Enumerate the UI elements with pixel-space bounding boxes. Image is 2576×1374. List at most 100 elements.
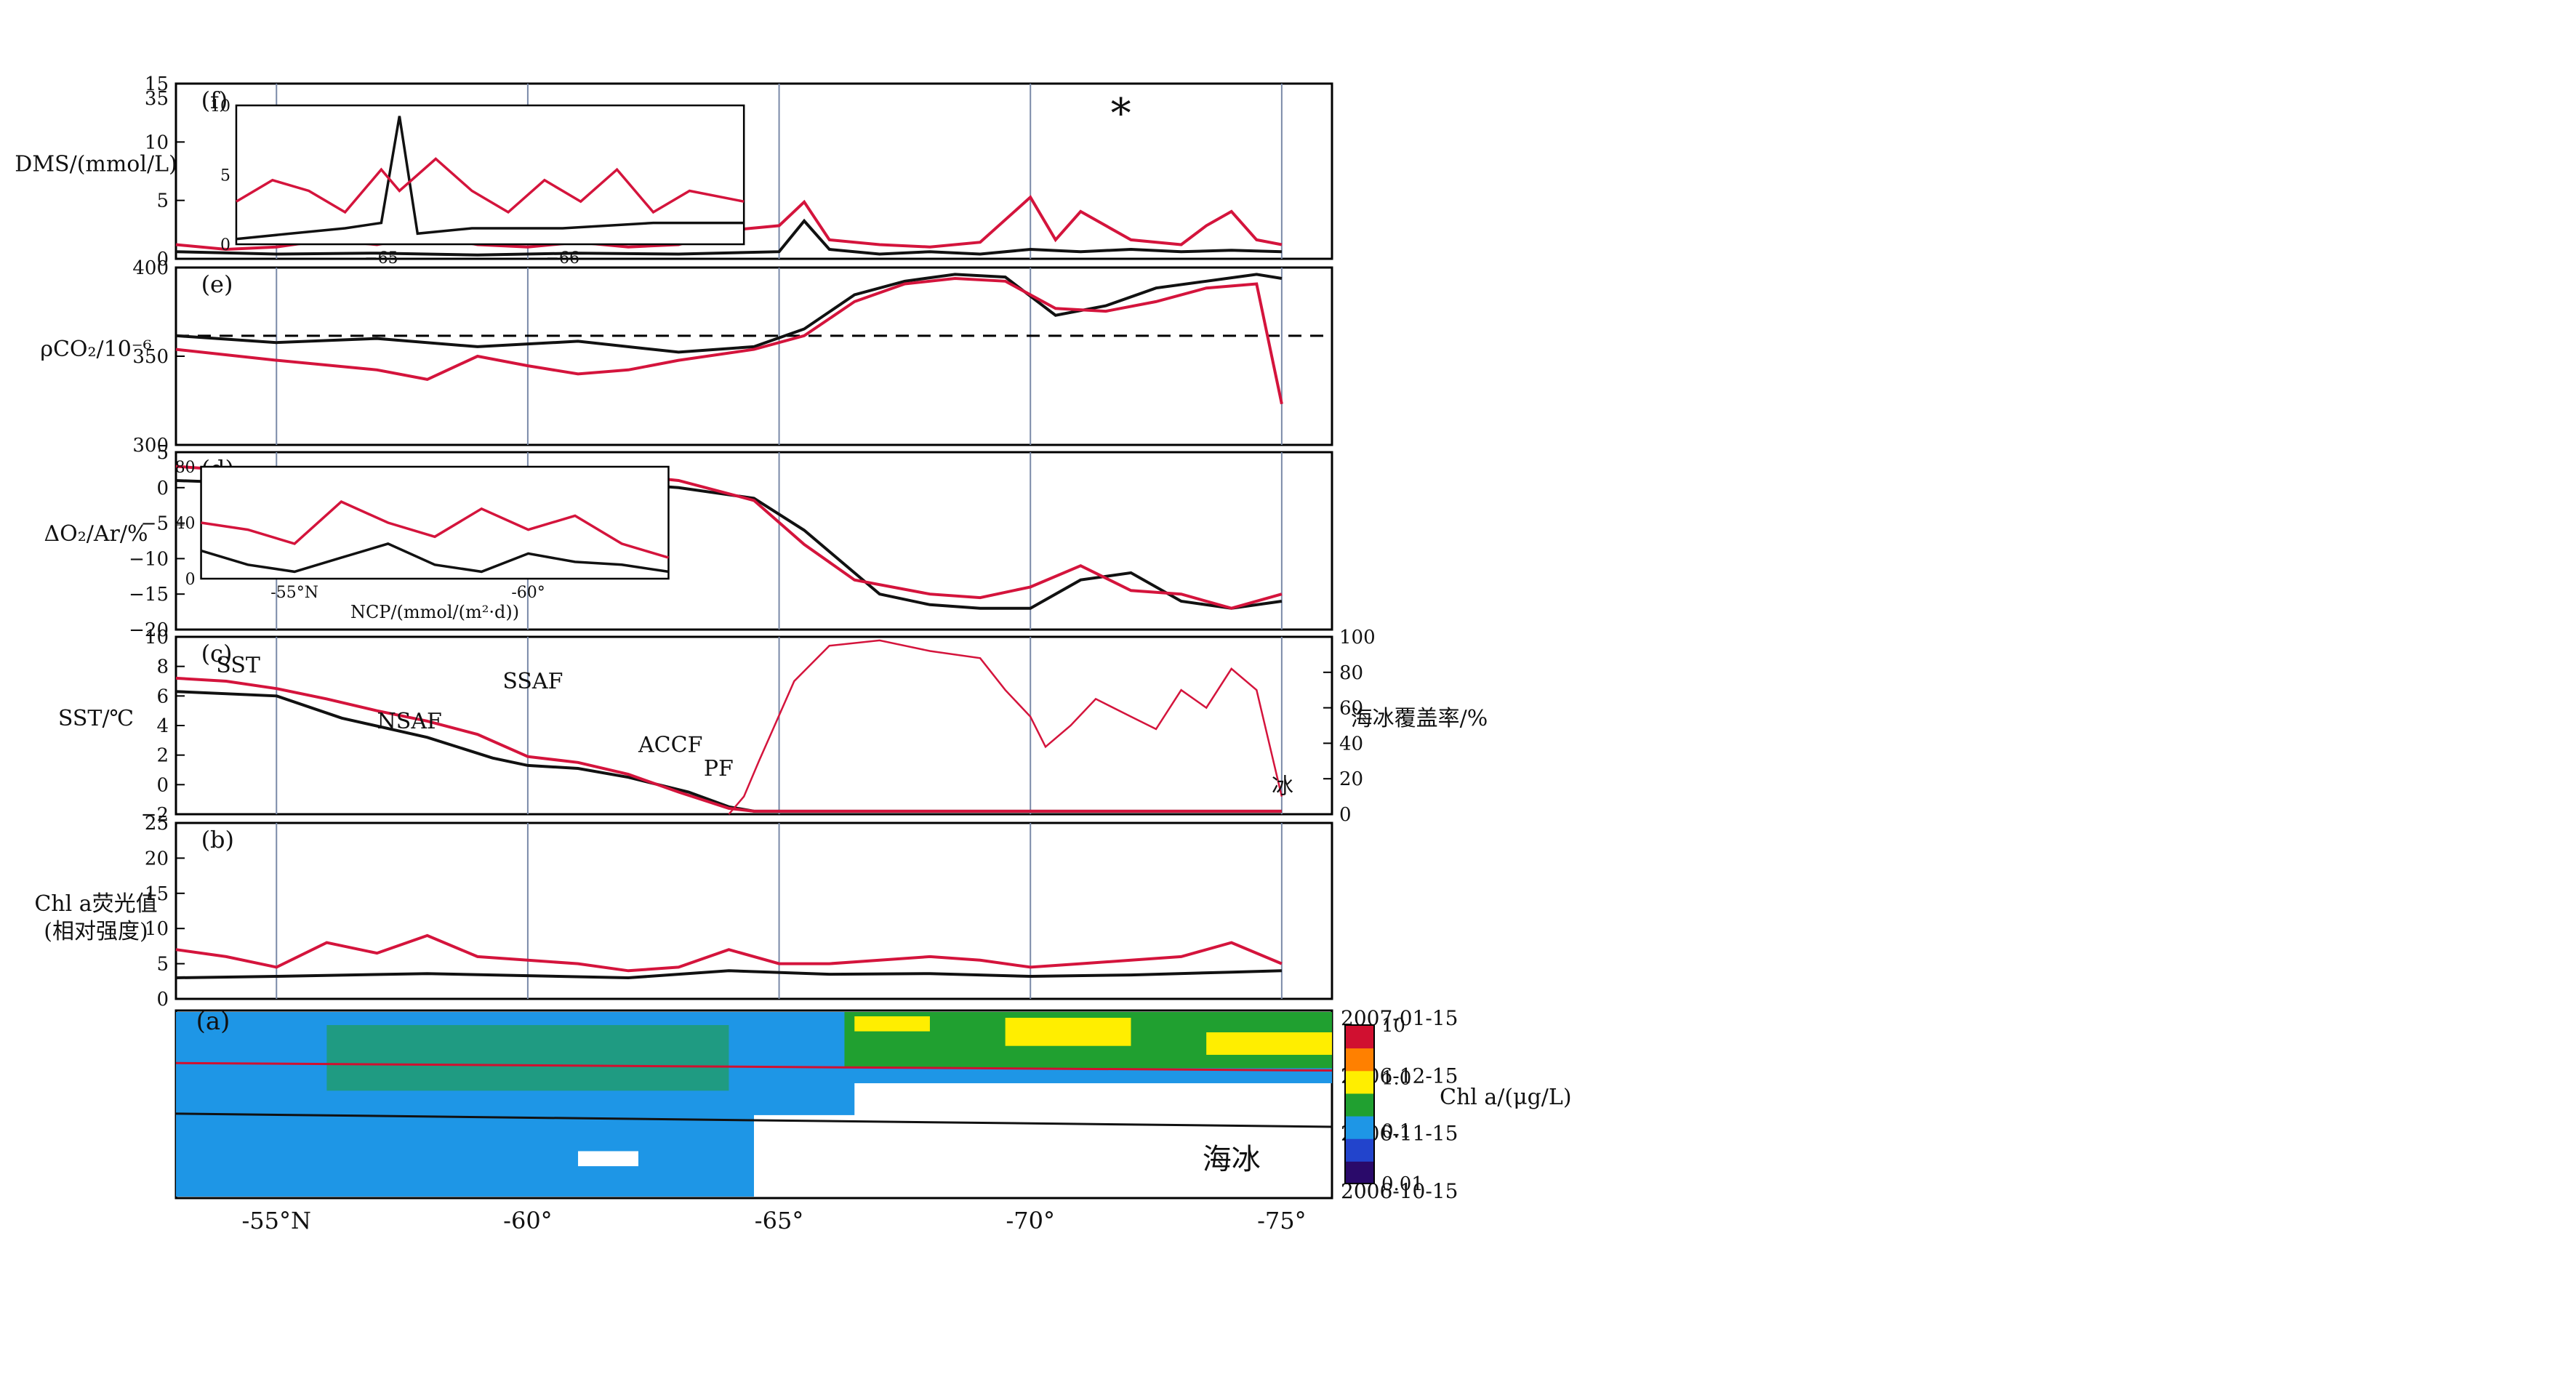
series-line — [175, 276, 1283, 405]
panel-c: −2 0 2 4 6 8 10 SST/℃ (c) 0 20 40 60 80 100 海冰覆盖率/% SST N… — [58, 627, 1488, 826]
value-tick-label: 10 — [145, 918, 169, 940]
value-tick-label: 4 — [156, 715, 169, 737]
inset-series — [201, 500, 670, 559]
front-annotation: ACCF — [638, 733, 702, 758]
inset-series — [236, 157, 745, 214]
panel-b-label: (b) — [201, 826, 234, 853]
axis-title: ρCO₂/10⁻⁶ — [40, 337, 151, 362]
series-line — [175, 933, 1283, 973]
inset-lat-tick: -60° — [511, 584, 545, 602]
panel-a-label: (a) — [196, 1007, 230, 1036]
heatmap-green-north — [326, 1025, 729, 1091]
secondary-tick-label: 100 — [1339, 627, 1376, 648]
value-tick-label: −15 — [129, 584, 169, 606]
colorbar-segment — [1345, 1070, 1374, 1094]
value-tick-label: 25 — [145, 813, 169, 835]
secondary-tick-label: 80 — [1339, 662, 1363, 684]
inset-tick: 80 — [175, 459, 196, 477]
colorbar-tick: 0.01 — [1381, 1173, 1424, 1195]
value-tick-label: 0 — [156, 989, 169, 1011]
series-line — [728, 639, 1283, 815]
inset-frame — [200, 465, 670, 580]
inset-lat-tick: -55°N — [270, 584, 318, 602]
secondary-tick-label: 20 — [1339, 768, 1363, 790]
axis-title-2: (相对强度) — [44, 919, 148, 944]
value-tick-label: 8 — [156, 656, 169, 678]
colorbar-segment — [1345, 1025, 1374, 1049]
colorbar-frame — [1344, 1024, 1375, 1184]
panel-b-frame — [174, 821, 1333, 1000]
inset-series — [201, 542, 669, 574]
secondary-tick-label: 60 — [1339, 698, 1363, 720]
lat-tick-label: -55°N — [241, 1207, 311, 1234]
value-tick-label: 5 — [156, 954, 169, 976]
value-tick-label: −20 — [129, 619, 169, 641]
inset-tick: 10 — [210, 97, 230, 116]
colorbar-segment — [1345, 1048, 1374, 1072]
heatmap-yellow-1 — [1005, 1018, 1131, 1046]
colorbar-segment — [1345, 1138, 1374, 1162]
heatmap-yellow-2 — [1206, 1032, 1332, 1055]
panel-b: 0 5 10 15 20 25 Chl a荧光值(相对强度) (b) — [34, 813, 1333, 1011]
inset-tick: 0 — [220, 236, 230, 254]
front-annotation: PF — [704, 756, 734, 782]
panel-d: −20−15−10−505ΔO₂/Ar/%(d)04080-55°N-60°NC… — [44, 442, 1333, 641]
value-tick-label: −10 — [129, 548, 169, 570]
value-tick-label: 10 — [145, 627, 169, 648]
lat-tick-label: -60° — [503, 1207, 553, 1234]
value-tick-label: 0 — [156, 249, 169, 270]
series-line — [175, 676, 1282, 813]
front-annotation: 冰 — [1272, 774, 1293, 800]
value-tick-label: 0 — [156, 774, 169, 796]
panel-e-frame — [174, 266, 1333, 446]
front-annotation: NSAF — [377, 709, 442, 734]
inset-tick: 0 — [185, 571, 196, 589]
track-black — [175, 1112, 1333, 1128]
colorbar-segment — [1345, 1093, 1374, 1117]
inset-series — [236, 116, 745, 241]
value-tick-label: 2 — [156, 745, 169, 767]
axis-title: DMS/(mmol/L) — [15, 152, 177, 177]
inset-tick: 5 — [220, 167, 230, 185]
colorbar-tick: 1.0 — [1381, 1068, 1411, 1090]
heatmap-gap — [578, 1151, 638, 1167]
panel-c-label: (c) — [201, 640, 233, 667]
break-tick: 35 — [145, 88, 169, 110]
colorbar-segment — [1345, 1160, 1374, 1184]
value-tick-label: 15 — [145, 883, 169, 905]
inset-lat-tick: −66 — [546, 249, 579, 268]
value-tick-label: 15 — [145, 73, 169, 95]
secondary-axis-title: 海冰覆盖率/% — [1351, 706, 1488, 731]
axis-title: Chl a荧光值 — [34, 891, 157, 917]
value-tick-label: 400 — [132, 257, 169, 279]
value-tick-label: 6 — [156, 686, 169, 707]
track-red — [175, 1061, 1333, 1072]
series-line — [175, 273, 1283, 354]
axis-title: ΔO₂/Ar/% — [44, 521, 148, 547]
front-annotation: SST — [216, 653, 260, 678]
series-line — [175, 969, 1282, 980]
colorbar-segment — [1345, 1115, 1374, 1139]
colorbar-tick: 0.1 — [1381, 1120, 1411, 1142]
panel-a: (a)海冰2006-10-152006-11-152006-12-152007-… — [174, 1006, 1572, 1203]
secondary-tick-label: 0 — [1339, 804, 1352, 826]
value-tick-label: −5 — [141, 513, 169, 535]
value-tick-label: 0 — [156, 478, 169, 499]
panel-e: 300 350 400 ρCO₂/10⁻⁶ (e) — [40, 257, 1333, 457]
colorbar-tick: 10 — [1381, 1015, 1405, 1037]
value-tick-label: −2 — [141, 804, 169, 826]
inset-lat-tick: −65 — [364, 249, 398, 268]
inset-title: NCP/(mmol/(m²·d)) — [350, 602, 519, 622]
secondary-tick-label: 40 — [1339, 733, 1363, 755]
value-tick-label: 20 — [145, 848, 169, 869]
lat-tick-label: -70° — [1006, 1207, 1055, 1234]
value-tick-label: 350 — [132, 346, 169, 368]
panel-e-label: (e) — [201, 270, 233, 298]
value-tick-label: 5 — [156, 190, 169, 212]
value-tick-label: 10 — [145, 132, 169, 153]
front-annotation: SSAF — [502, 669, 563, 694]
lat-tick-label: -65° — [755, 1207, 804, 1234]
series-line — [175, 218, 1282, 257]
inset-frame — [235, 104, 745, 246]
